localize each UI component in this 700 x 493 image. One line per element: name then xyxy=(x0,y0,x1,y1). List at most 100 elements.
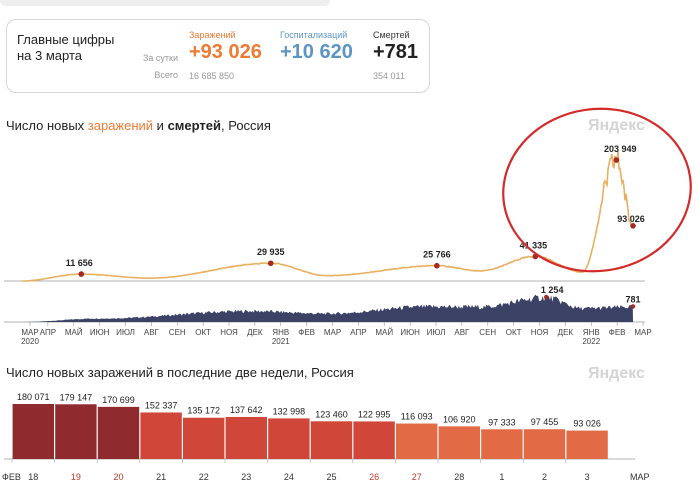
bar-value-label-5: 137 642 xyxy=(230,405,263,415)
x-year-label-0: 2020 xyxy=(21,337,39,346)
bar-18 xyxy=(12,404,55,459)
bar-value-label-8: 122 995 xyxy=(358,409,391,419)
bar-3 xyxy=(566,430,608,459)
bar-day-label-9: 27 xyxy=(412,472,422,482)
bar-26 xyxy=(353,421,395,459)
deaths-label-peak: 1 254 xyxy=(541,285,564,295)
yandex-watermark-1: Яндекс xyxy=(588,117,645,134)
deaths-area xyxy=(22,294,633,322)
chart1-title-pre: Число новых xyxy=(6,118,88,133)
hospitalizations-day-value: +10 620 xyxy=(280,41,353,63)
infections-label-5: 93 026 xyxy=(617,214,645,224)
bar-day-label-11: 1 xyxy=(499,472,504,482)
infections-marker-2 xyxy=(434,262,440,269)
x-tick-label-5: АВГ xyxy=(144,328,160,337)
infections-marker-0 xyxy=(78,271,85,277)
x-tick-label-23: ФЕВ xyxy=(609,328,626,337)
x-tick-label-14: МАЙ xyxy=(375,328,393,337)
bar-day-label-4: 22 xyxy=(199,472,209,482)
bar-21 xyxy=(140,412,182,459)
x-tick-label-12: МАР xyxy=(324,328,341,337)
bar-day-label-5: 23 xyxy=(241,472,251,482)
metric-hospitalizations: Госпитализаций +10 620 xyxy=(280,30,353,63)
row-total-label: Всего xyxy=(154,70,178,80)
x-tick-label-9: ДЕК xyxy=(247,328,263,337)
x-year-label-22: 2022 xyxy=(582,337,600,346)
deaths-day-value: +781 xyxy=(373,41,419,63)
bar-day-label-2: 20 xyxy=(113,472,123,482)
bar-day-label-1: 19 xyxy=(71,472,81,482)
infections-line xyxy=(22,150,634,282)
month-right-label: МАР xyxy=(630,472,650,482)
bar-value-label-2: 170 699 xyxy=(102,395,135,405)
x-tick-label-17: АВГ xyxy=(454,328,470,337)
bar-25 xyxy=(310,421,353,459)
x-tick-label-18: СЕН xyxy=(479,328,496,337)
bar-day-label-10: 28 xyxy=(454,472,464,482)
yandex-watermark-2: Яндекс xyxy=(588,365,645,382)
bar-value-label-6: 132 998 xyxy=(273,406,306,416)
x-tick-label-20: НОЯ xyxy=(531,328,549,337)
bar-value-label-10: 106 920 xyxy=(443,414,476,424)
bar-day-label-12: 2 xyxy=(542,472,547,482)
bar-value-label-1: 179 147 xyxy=(60,392,93,402)
annotation-ellipse xyxy=(502,107,692,273)
bar-value-label-13: 93 026 xyxy=(573,419,601,429)
x-year-label-10: 2021 xyxy=(272,337,290,346)
deaths-header: Смертей xyxy=(373,30,410,40)
x-tick-label-22: ЯНВ xyxy=(583,328,600,337)
x-tick-label-16: ИЮЛ xyxy=(427,328,446,337)
bar-value-label-7: 123 460 xyxy=(315,409,348,419)
chart2-title: Число новых заражений в последние две не… xyxy=(6,365,354,380)
bar-24 xyxy=(268,418,310,459)
bar-23 xyxy=(225,416,267,459)
x-tick-label-21: ДЕК xyxy=(558,328,574,337)
bar-value-label-4: 135 172 xyxy=(187,406,220,416)
x-tick-label-2: МАЙ xyxy=(65,328,83,337)
bar-27 xyxy=(396,423,438,459)
bar-day-label-0: 18 xyxy=(28,472,38,482)
x-tick-label-13: АПР xyxy=(350,328,366,337)
bar-value-label-9: 116 093 xyxy=(401,412,433,422)
infections-label-4: 203 949 xyxy=(604,144,637,154)
x-tick-label-10: ЯНВ xyxy=(272,328,289,337)
bar-value-label-12: 97 455 xyxy=(531,417,559,427)
deaths-label-last: 781 xyxy=(625,294,640,304)
infections-total-value: 16 685 850 xyxy=(189,71,235,81)
x-tick-label-1: АПР xyxy=(40,328,56,337)
x-tick-label-6: СЕН xyxy=(169,328,186,337)
infections-header: Заражений xyxy=(189,30,236,40)
month-left-label: ФЕВ xyxy=(2,472,21,482)
infections-label-0: 11 656 xyxy=(66,258,93,268)
infections-day-value: +93 026 xyxy=(189,41,262,63)
hospitalizations-header: Госпитализаций xyxy=(280,30,348,40)
bar-28 xyxy=(438,426,480,459)
top-strip xyxy=(0,0,330,6)
row-day-label: За сутки xyxy=(142,53,178,63)
x-tick-label-24: МАР xyxy=(634,328,651,337)
bar-day-label-13: 3 xyxy=(585,472,590,482)
x-tick-label-3: ИЮН xyxy=(90,328,110,337)
metric-infections: Заражений +93 026 16 685 850 xyxy=(189,30,262,81)
bar-value-label-11: 97 333 xyxy=(488,417,516,427)
summary-card: Главные цифры на 3 марта За сутки Всего … xyxy=(6,19,430,93)
bar-22 xyxy=(183,417,225,459)
infections-label-1: 29 935 xyxy=(257,247,285,257)
bar-19 xyxy=(55,404,97,459)
bar-day-label-8: 26 xyxy=(369,472,379,482)
deaths-total-value: 354 011 xyxy=(373,71,405,81)
chart1-title-bold: смертей xyxy=(167,118,221,133)
bar-value-label-0: 180 071 xyxy=(17,392,50,402)
infections-label-2: 25 766 xyxy=(423,250,451,260)
bar-value-label-3: 152 337 xyxy=(145,400,178,410)
bar-1 xyxy=(481,429,523,459)
x-tick-label-7: ОКТ xyxy=(195,328,211,337)
x-tick-label-19: ОКТ xyxy=(506,328,522,337)
chart1-svg: 11 656 29 935 25 766 41 335 203 949 93 026 1 2… xyxy=(4,107,692,346)
chart1-title-mid: и xyxy=(153,118,168,133)
chart1-title-post: , Россия xyxy=(221,118,271,133)
x-tick-label-8: НОЯ xyxy=(220,328,238,337)
metric-deaths: Смертей +781 354 011 xyxy=(373,30,418,81)
chart1-title: Число новых заражений и смертей, Россия xyxy=(6,118,271,133)
